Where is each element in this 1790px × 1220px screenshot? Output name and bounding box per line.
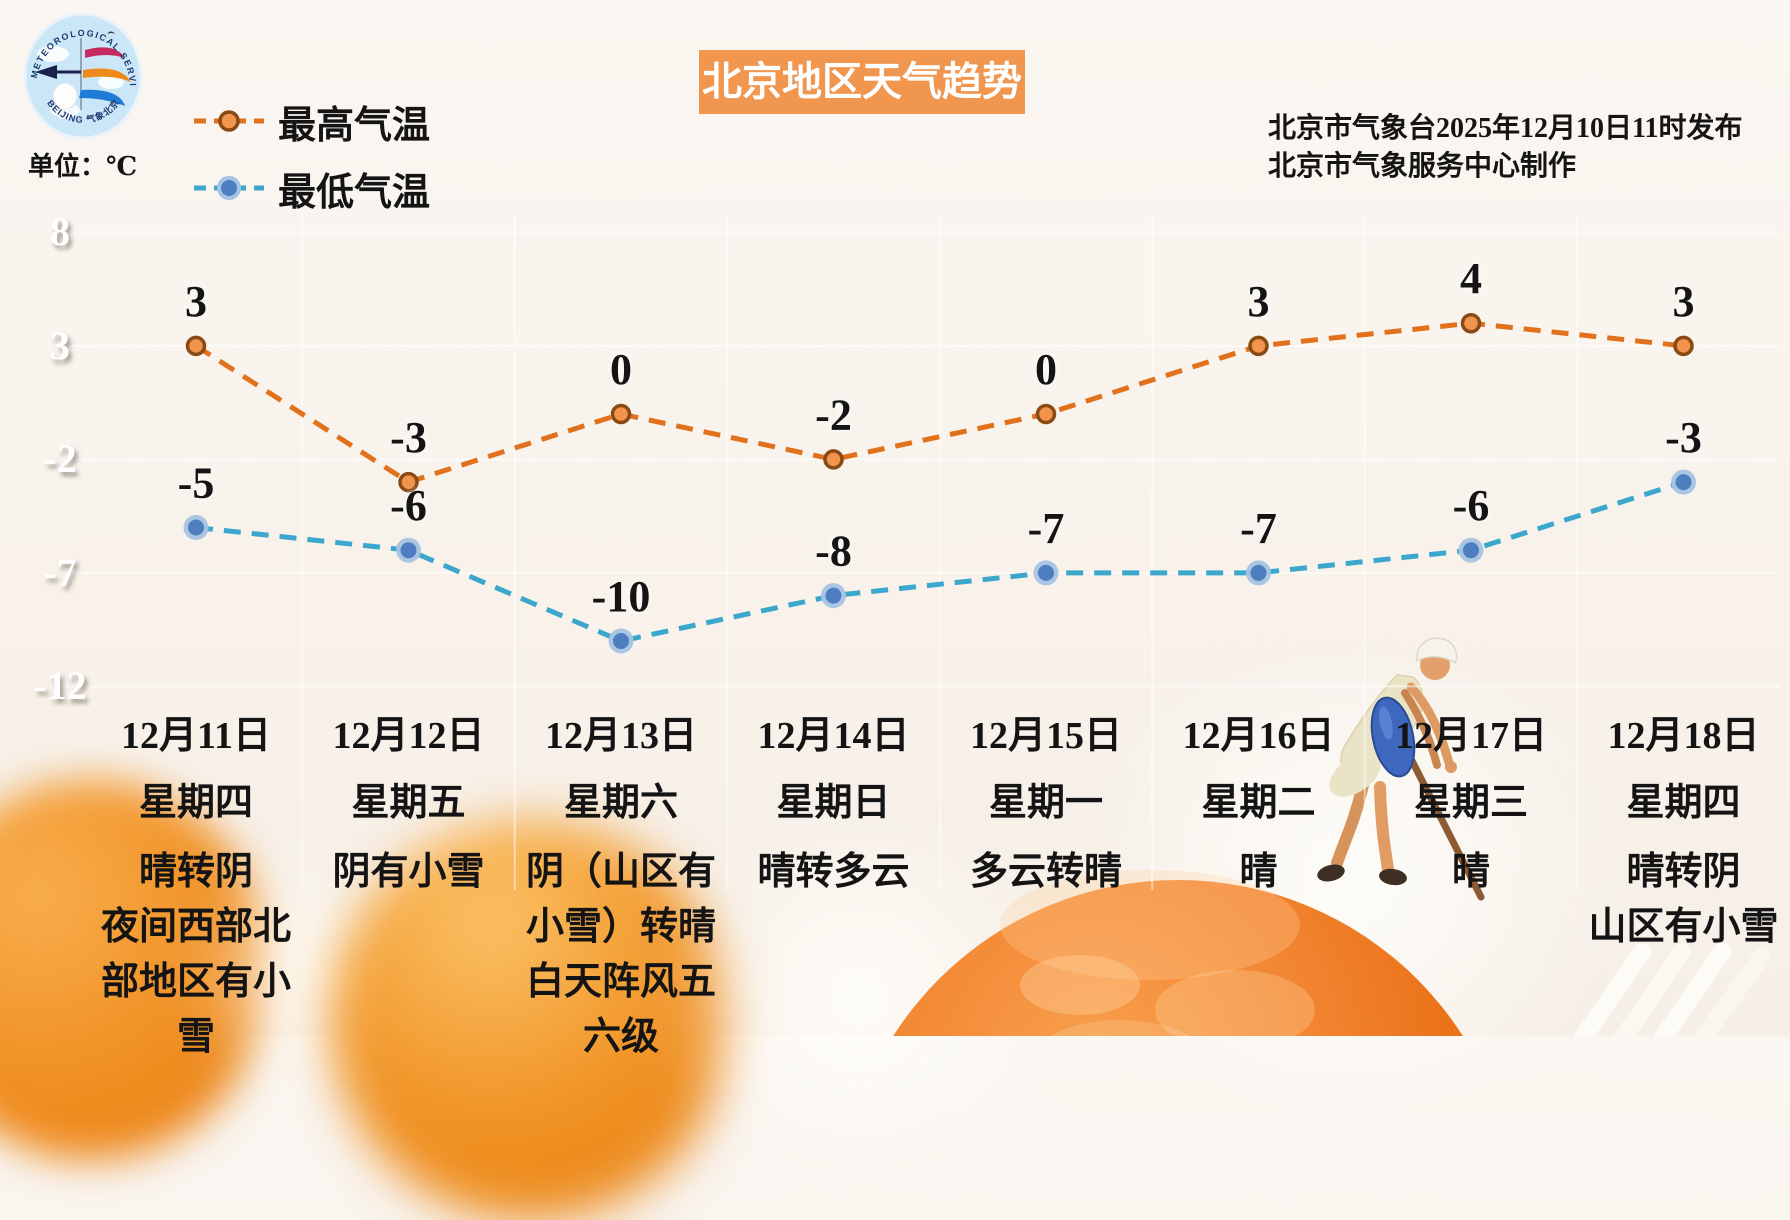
weather-label: 晴转阴 山区有小雪	[1577, 845, 1790, 955]
min-temp-marker	[826, 588, 842, 604]
min-temp-marker	[613, 633, 629, 649]
max-temp-marker	[825, 451, 842, 468]
min-temp-value-label: -8	[815, 527, 852, 576]
min-temp-value-label: -6	[1453, 481, 1490, 530]
max-temp-value-label: -3	[390, 413, 427, 462]
weekday-label: 星期二	[1152, 779, 1366, 827]
day-column: 12月17日星期三晴	[1364, 712, 1578, 900]
max-temp-value-label: 4	[1460, 254, 1482, 303]
date-label: 12月13日	[514, 712, 728, 760]
y-axis-tick: 3	[0, 321, 120, 371]
weekday-label: 星期四	[89, 779, 303, 827]
day-column: 12月18日星期四晴转阴 山区有小雪	[1577, 712, 1790, 955]
chart-legend: 最高气温最低气温	[194, 94, 430, 215]
legend-label: 最高气温	[278, 94, 430, 149]
min-temp-marker	[188, 520, 204, 536]
date-label: 12月11日	[89, 712, 303, 760]
date-label: 12月14日	[727, 712, 941, 760]
y-axis-tick: -12	[0, 661, 120, 711]
day-column: 12月11日星期四晴转阴 夜间西部北 部地区有小 雪	[89, 712, 303, 1065]
min-temp-marker	[1463, 542, 1479, 558]
max-temp-marker	[1250, 337, 1267, 354]
weather-label: 阴有小雪	[302, 845, 516, 900]
max-temp-marker	[1675, 337, 1692, 354]
max-temp-value-label: 3	[1248, 277, 1270, 326]
date-label: 12月12日	[302, 712, 516, 760]
legend-item-max-temp: 最高气温	[194, 94, 430, 148]
min-temp-value-label: -7	[1240, 504, 1277, 553]
weather-label: 晴	[1364, 845, 1578, 900]
weekday-label: 星期六	[514, 779, 728, 827]
day-column: 12月14日星期日晴转多云	[727, 712, 941, 900]
min-temp-value-label: -3	[1665, 413, 1702, 462]
min-temp-value-label: -5	[178, 459, 215, 508]
weekday-label: 星期四	[1577, 779, 1790, 827]
date-label: 12月16日	[1152, 712, 1366, 760]
y-axis-tick: 8	[0, 207, 120, 257]
min-temp-marker	[401, 542, 417, 558]
max-temp-marker	[1038, 406, 1055, 423]
release-line-2: 北京市气象服务中心制作	[1268, 148, 1742, 186]
min-temp-marker	[1676, 474, 1692, 490]
max-temp-marker	[188, 337, 205, 354]
y-axis-tick: -2	[0, 434, 120, 484]
min-temp-marker	[1251, 565, 1267, 581]
page-title: 北京地区天气趋势	[699, 50, 1025, 114]
max-temp-legend-marker-icon	[194, 106, 264, 136]
max-temp-value-label: 3	[185, 277, 207, 326]
date-label: 12月17日	[1364, 712, 1578, 760]
y-axis-tick: -7	[0, 548, 120, 598]
max-temp-marker	[1463, 315, 1480, 332]
chart-title-banner: 北京地区天气趋势	[699, 50, 1025, 114]
min-temp-value-label: -6	[390, 481, 427, 530]
weekday-label: 星期五	[302, 779, 516, 827]
weekday-label: 星期三	[1364, 779, 1578, 827]
date-label: 12月18日	[1577, 712, 1790, 760]
weather-label: 晴	[1152, 845, 1366, 900]
min-temp-legend-marker-icon	[194, 173, 264, 203]
weather-trend-infographic: { "logo": { "arc_text_top": "METEOROLOGI…	[0, 0, 1790, 1036]
weather-label: 多云转晴	[939, 845, 1153, 900]
unit-label: 单位：℃	[28, 146, 137, 183]
weekday-label: 星期日	[727, 779, 941, 827]
release-line-1: 北京市气象台2025年12月10日11时发布	[1268, 110, 1742, 148]
day-column: 12月16日星期二晴	[1152, 712, 1366, 900]
min-temp-value-label: -10	[592, 572, 651, 621]
date-label: 12月15日	[939, 712, 1153, 760]
weather-label: 阴（山区有 小雪）转晴 白天阵风五 六级	[514, 845, 728, 1065]
max-temp-value-label: 3	[1673, 277, 1695, 326]
beijing-meteorological-service-logo: METEOROLOGICAL SERVICE BEIJING 气象北京	[23, 12, 143, 140]
weekday-label: 星期一	[939, 779, 1153, 827]
day-column: 12月15日星期一多云转晴	[939, 712, 1153, 900]
weather-label: 晴转多云	[727, 845, 941, 900]
legend-item-min-temp: 最低气温	[194, 161, 430, 215]
release-info: 北京市气象台2025年12月10日11时发布 北京市气象服务中心制作	[1268, 110, 1742, 186]
min-temp-marker	[1038, 565, 1054, 581]
legend-label: 最低气温	[278, 161, 430, 216]
max-temp-value-label: 0	[1035, 345, 1057, 394]
day-column: 12月12日星期五阴有小雪	[302, 712, 516, 900]
min-temp-value-label: -7	[1028, 504, 1065, 553]
day-column: 12月13日星期六阴（山区有 小雪）转晴 白天阵风五 六级	[514, 712, 728, 1065]
max-temp-value-label: -2	[815, 390, 852, 439]
max-temp-value-label: 0	[610, 345, 632, 394]
weather-label: 晴转阴 夜间西部北 部地区有小 雪	[89, 845, 303, 1065]
max-temp-marker	[613, 406, 630, 423]
